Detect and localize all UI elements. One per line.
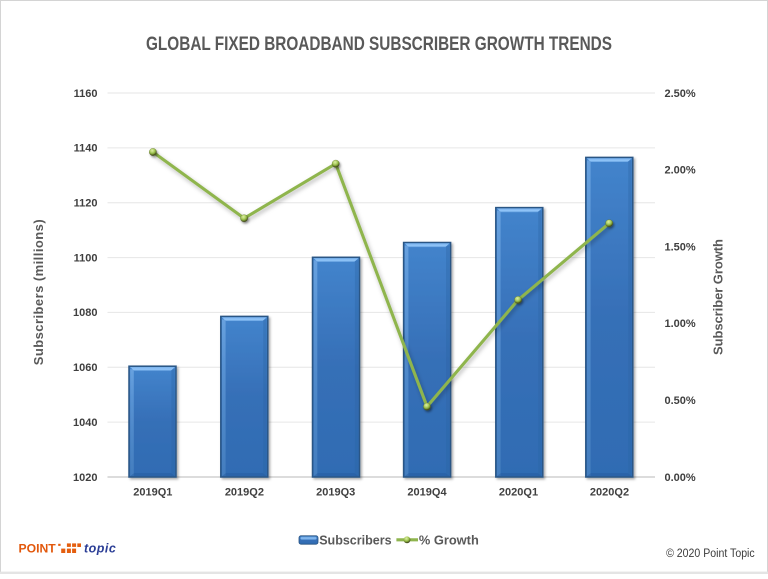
svg-text:1120: 1120 bbox=[74, 198, 98, 210]
svg-text:1140: 1140 bbox=[74, 143, 98, 155]
svg-text:2020Q2: 2020Q2 bbox=[590, 487, 629, 499]
svg-text:2.50%: 2.50% bbox=[665, 88, 696, 100]
svg-text:1080: 1080 bbox=[73, 307, 97, 319]
svg-text:0.00%: 0.00% bbox=[665, 472, 696, 484]
svg-text:0.50%: 0.50% bbox=[665, 395, 696, 407]
svg-text:2019Q3: 2019Q3 bbox=[316, 487, 355, 499]
svg-text:1040: 1040 bbox=[73, 417, 97, 429]
svg-text:1020: 1020 bbox=[73, 472, 97, 484]
svg-text:topic: topic bbox=[84, 541, 116, 555]
svg-text:© 2020 Point Topic: © 2020 Point Topic bbox=[666, 548, 755, 560]
svg-text:2020Q1: 2020Q1 bbox=[499, 487, 538, 499]
svg-text:1160: 1160 bbox=[74, 88, 98, 100]
svg-text:1.50%: 1.50% bbox=[665, 241, 696, 253]
svg-text:1.00%: 1.00% bbox=[665, 318, 696, 330]
svg-text:2019Q2: 2019Q2 bbox=[225, 487, 264, 499]
svg-text:2019Q4: 2019Q4 bbox=[407, 487, 447, 499]
svg-text:Subscriber Growth: Subscriber Growth bbox=[711, 239, 726, 355]
svg-text:2.00%: 2.00% bbox=[665, 165, 696, 177]
svg-text:POINT: POINT bbox=[19, 541, 57, 555]
svg-text:Subscribers (millions): Subscribers (millions) bbox=[31, 219, 46, 365]
svg-text:1060: 1060 bbox=[73, 362, 97, 374]
svg-text:1100: 1100 bbox=[74, 252, 98, 264]
svg-text:2019Q1: 2019Q1 bbox=[133, 487, 172, 499]
svg-text:Subscribers: Subscribers bbox=[319, 533, 391, 548]
svg-text:% Growth: % Growth bbox=[419, 533, 479, 548]
svg-text:GLOBAL FIXED BROADBAND SUBSCRI: GLOBAL FIXED BROADBAND SUBSCRIBER GROWTH… bbox=[146, 33, 612, 55]
